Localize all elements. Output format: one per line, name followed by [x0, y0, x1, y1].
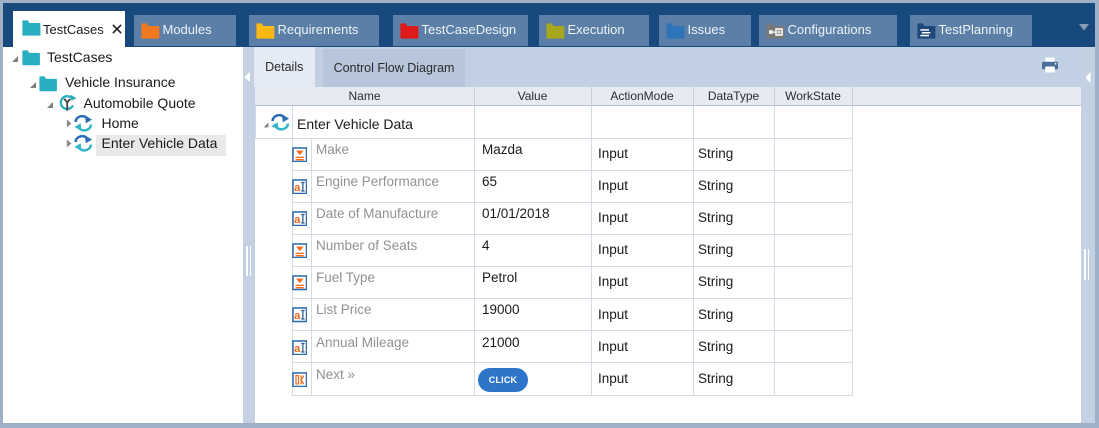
svg-text:a: a	[294, 214, 301, 226]
svg-text:a: a	[294, 310, 301, 322]
svg-text:a: a	[294, 182, 301, 194]
svg-text:a: a	[294, 343, 301, 355]
